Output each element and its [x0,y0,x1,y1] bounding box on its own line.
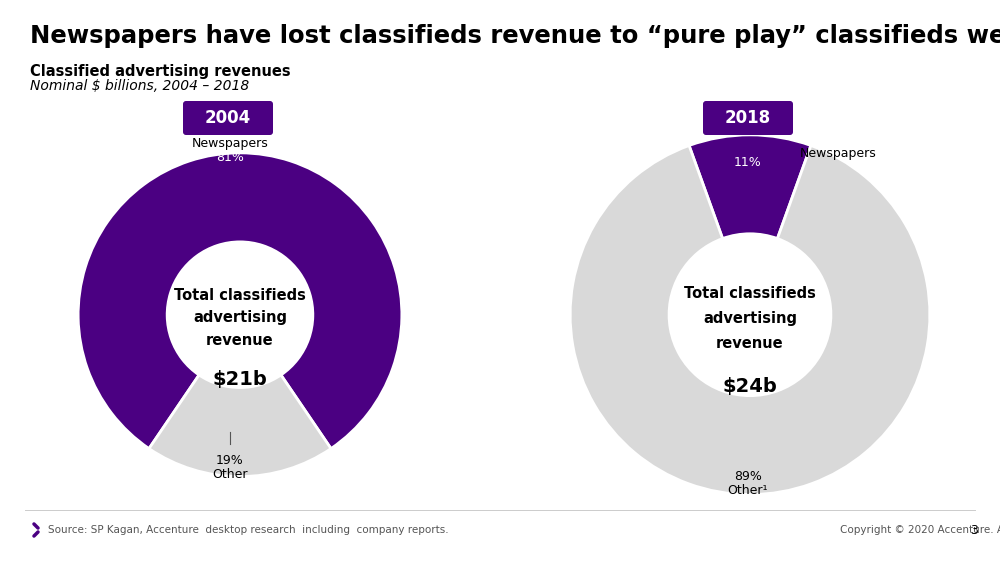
Text: 2018: 2018 [725,109,771,127]
Text: 19%: 19% [216,454,244,467]
Text: revenue: revenue [716,336,784,351]
Text: Nominal $ billions, 2004 – 2018: Nominal $ billions, 2004 – 2018 [30,79,249,93]
Wedge shape [689,135,811,239]
Text: 89%: 89% [734,470,762,483]
Text: 11%: 11% [734,156,762,169]
Wedge shape [570,146,930,495]
Text: advertising: advertising [193,310,287,325]
Text: Other: Other [212,468,248,481]
Text: $24b: $24b [723,377,777,396]
Text: Newspapers: Newspapers [800,147,877,161]
Wedge shape [78,153,402,448]
Text: Copyright © 2020 Accenture. All rights reserved.: Copyright © 2020 Accenture. All rights r… [840,525,1000,535]
Text: Total classifieds: Total classifieds [684,285,816,301]
Text: Other¹: Other¹ [728,484,768,497]
Text: Newspapers: Newspapers [192,137,268,150]
FancyBboxPatch shape [183,101,273,135]
Text: Classified advertising revenues: Classified advertising revenues [30,64,291,79]
Text: Total classifieds: Total classifieds [174,288,306,303]
Text: 2004: 2004 [205,109,251,127]
Text: Newspapers have lost classifieds revenue to “pure play” classifieds websites: Newspapers have lost classifieds revenue… [30,24,1000,48]
FancyBboxPatch shape [703,101,793,135]
Wedge shape [149,375,331,477]
Text: Source: SP Kagan, Accenture  desktop research  including  company reports.: Source: SP Kagan, Accenture desktop rese… [48,525,449,535]
Text: 81%: 81% [216,151,244,164]
Text: revenue: revenue [206,333,274,348]
Text: 3: 3 [970,523,978,537]
Text: $21b: $21b [213,370,267,389]
Text: advertising: advertising [703,311,797,326]
